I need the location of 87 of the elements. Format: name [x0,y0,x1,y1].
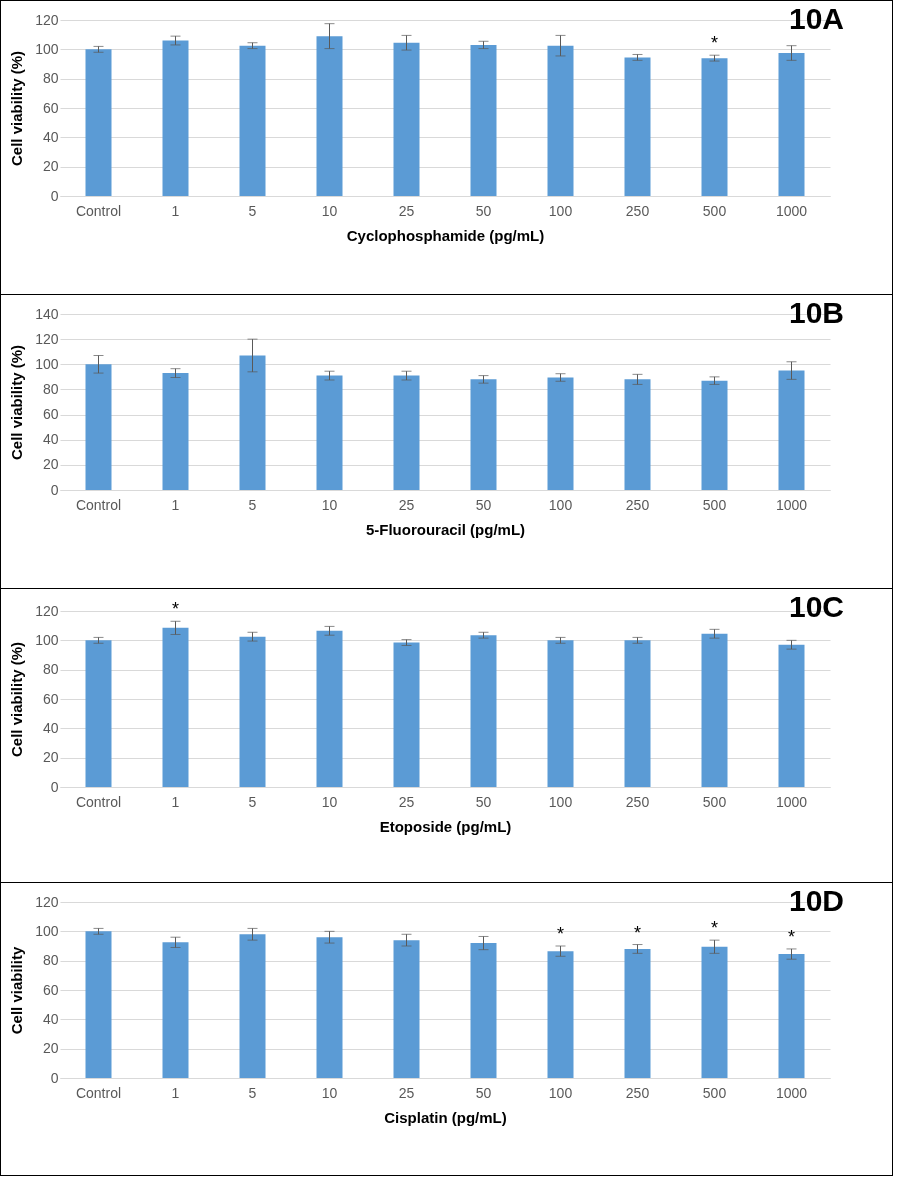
y-tick-label: 120 [35,893,59,910]
x-tick-label: 500 [702,793,727,810]
y-axis-title: Cell viability (%) [8,641,26,758]
y-tick-label: 40 [42,719,59,736]
y-tick-label: 100 [35,631,59,648]
y-tick-label: 100 [35,922,59,939]
y-tick-label: 80 [42,380,59,397]
y-tick-label: 40 [42,1010,59,1027]
y-axis-title: Cell viability [8,946,26,1035]
y-axis-title: Cell viability (%) [8,50,26,167]
x-tick-label: 500 [702,202,727,219]
x-tick-label: Control [75,496,122,513]
x-tick-label: 100 [548,202,573,219]
x-tick-label: 500 [702,496,727,513]
y-tick-label: 20 [42,1040,59,1057]
annotation: * [171,599,180,620]
x-tick-label: Control [75,1084,122,1101]
y-tick-label: 100 [35,355,59,372]
x-tick-label: Control [75,202,122,219]
x-axis-title: Cisplatin (pg/mL) [384,1108,507,1126]
x-tick-label: 5 [248,793,257,810]
y-tick-label: 120 [35,602,59,619]
x-tick-label: 1000 [775,1084,808,1101]
x-tick-label: 100 [548,1084,573,1101]
x-tick-label: 1 [171,496,180,513]
x-tick-label: 100 [548,793,573,810]
x-tick-label: 1000 [775,793,808,810]
x-tick-label: Control [75,793,122,810]
annotation: * [787,926,796,947]
x-tick-label: 1 [171,1084,180,1101]
annotation: * [710,918,719,939]
y-tick-label: 80 [42,661,59,678]
x-tick-label: 10 [321,496,338,513]
y-tick-label: 140 [35,305,59,322]
x-tick-label: 10 [321,202,338,219]
y-tick-label: 60 [42,406,59,423]
x-axis-title: 5-Fluorouracil (pg/mL) [365,520,526,538]
y-tick-label: 60 [42,690,59,707]
x-tick-label: 25 [398,202,415,219]
x-axis-title: Etoposide (pg/mL) [379,817,512,835]
x-tick-label: 1000 [775,202,808,219]
x-tick-label: 50 [475,1084,492,1101]
x-tick-label: 10 [321,1084,338,1101]
y-tick-label: 80 [42,70,59,87]
x-tick-label: 25 [398,793,415,810]
x-tick-label: 5 [248,1084,257,1101]
x-tick-label: 500 [702,1084,727,1101]
x-tick-label: 5 [248,496,257,513]
annotation: * [556,924,565,944]
x-tick-label: 250 [625,496,650,513]
chart-title: 10A [788,2,844,35]
y-tick-label: 20 [42,456,59,473]
x-tick-label: 25 [398,1084,415,1101]
x-tick-label: 1 [171,793,180,810]
y-tick-label: 40 [42,128,59,145]
y-axis-title: Cell viability (%) [8,344,26,461]
x-tick-label: 250 [625,202,650,219]
y-tick-label: 0 [50,778,59,795]
y-tick-label: 0 [50,481,59,498]
y-tick-label: 120 [35,11,59,28]
x-tick-label: 250 [625,793,650,810]
x-tick-label: 1 [171,202,180,219]
y-tick-label: 20 [42,749,59,766]
x-tick-label: 100 [548,496,573,513]
x-tick-label: 50 [475,793,492,810]
x-tick-label: 250 [625,1084,650,1101]
x-axis-title: Cyclophosphamide (pg/mL) [346,226,545,244]
chart-title: 10D [788,884,844,917]
y-tick-label: 0 [50,1069,59,1086]
x-tick-label: 50 [475,202,492,219]
y-tick-label: 40 [42,431,59,448]
y-tick-label: 80 [42,952,59,969]
y-tick-label: 60 [42,981,59,998]
y-tick-label: 60 [42,99,59,116]
y-tick-label: 0 [50,187,59,204]
x-tick-label: 50 [475,496,492,513]
chart-title: 10C [788,590,844,624]
y-tick-label: 100 [35,40,59,57]
annotation: * [710,33,719,54]
x-tick-label: 10 [321,793,338,810]
y-tick-label: 120 [35,330,59,347]
annotation: * [633,922,642,943]
chart-title: 10B [788,296,844,329]
x-tick-label: 25 [398,496,415,513]
y-tick-label: 20 [42,158,59,175]
x-tick-label: 1000 [775,496,808,513]
x-tick-label: 5 [248,202,257,219]
